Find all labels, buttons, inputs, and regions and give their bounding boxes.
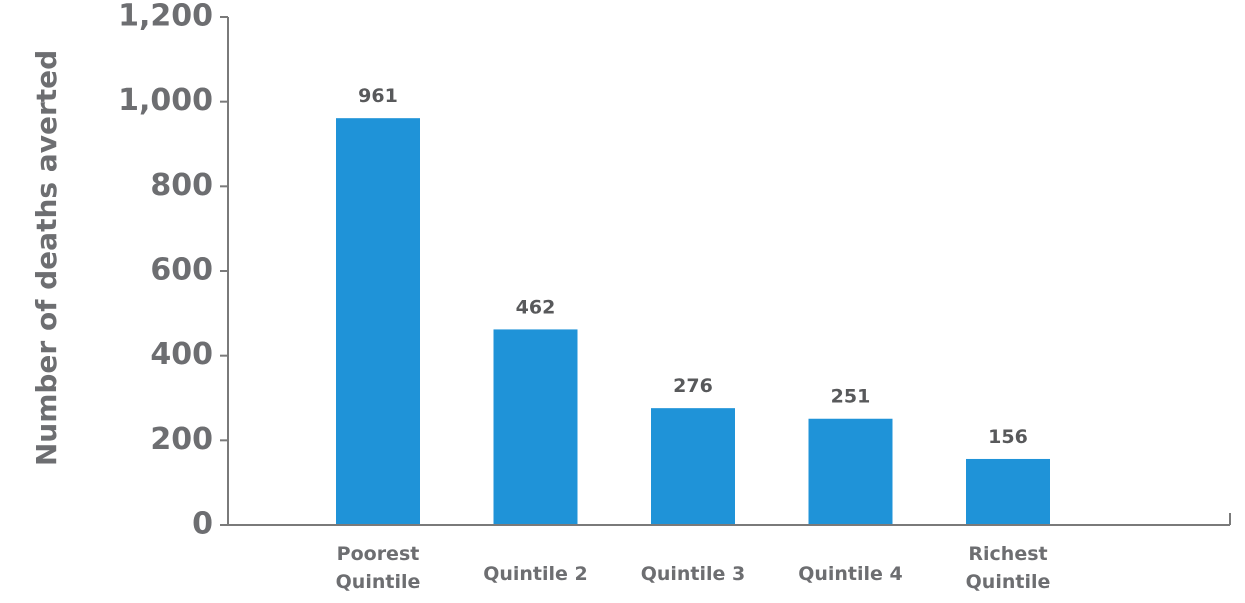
data-label: 276 xyxy=(673,375,713,397)
y-axis-ticks: 0 200 400 600 800 1,000 1,200 xyxy=(118,0,228,542)
bar xyxy=(808,418,893,525)
data-label: 251 xyxy=(831,386,871,408)
y-tick-label: 1,000 xyxy=(118,83,213,118)
x-tick-label: Quintile 2 xyxy=(483,563,588,585)
bar xyxy=(651,408,735,525)
data-labels: 961 462 276 251 156 xyxy=(358,85,1028,448)
x-tick-label-line: Richest xyxy=(968,543,1047,565)
y-tick-label: 0 xyxy=(192,507,213,542)
y-tick-label: 600 xyxy=(150,253,213,288)
data-label: 462 xyxy=(516,296,556,318)
y-tick-label: 800 xyxy=(150,168,213,203)
y-tick-label: 200 xyxy=(150,422,213,457)
x-tick-label: Poorest Quintile xyxy=(336,543,421,593)
y-tick-label: 1,200 xyxy=(118,0,213,34)
x-tick-label: Richest Quintile xyxy=(966,543,1051,593)
x-tick-label-line: Quintile 4 xyxy=(798,563,903,585)
x-axis-ticks: Poorest Quintile Quintile 2 Quintile 3 Quint… xyxy=(336,543,1051,593)
x-tick-label: Quintile 3 xyxy=(641,563,746,585)
data-label: 156 xyxy=(988,426,1028,448)
data-label: 961 xyxy=(358,85,398,107)
x-tick-label: Quintile 4 xyxy=(798,563,903,585)
bars xyxy=(336,118,1050,525)
x-tick-label-line: Quintile 3 xyxy=(641,563,746,585)
x-tick-label-line: Quintile xyxy=(966,571,1051,593)
x-tick-label-line: Poorest xyxy=(337,543,420,565)
bar xyxy=(336,118,420,525)
x-tick-label-line: Quintile 2 xyxy=(483,563,588,585)
bar xyxy=(493,329,578,525)
x-tick-label-line: Quintile xyxy=(336,571,421,593)
y-axis-label: Number of deaths averted xyxy=(30,50,63,466)
bar xyxy=(966,458,1050,525)
y-tick-label: 400 xyxy=(150,337,213,372)
